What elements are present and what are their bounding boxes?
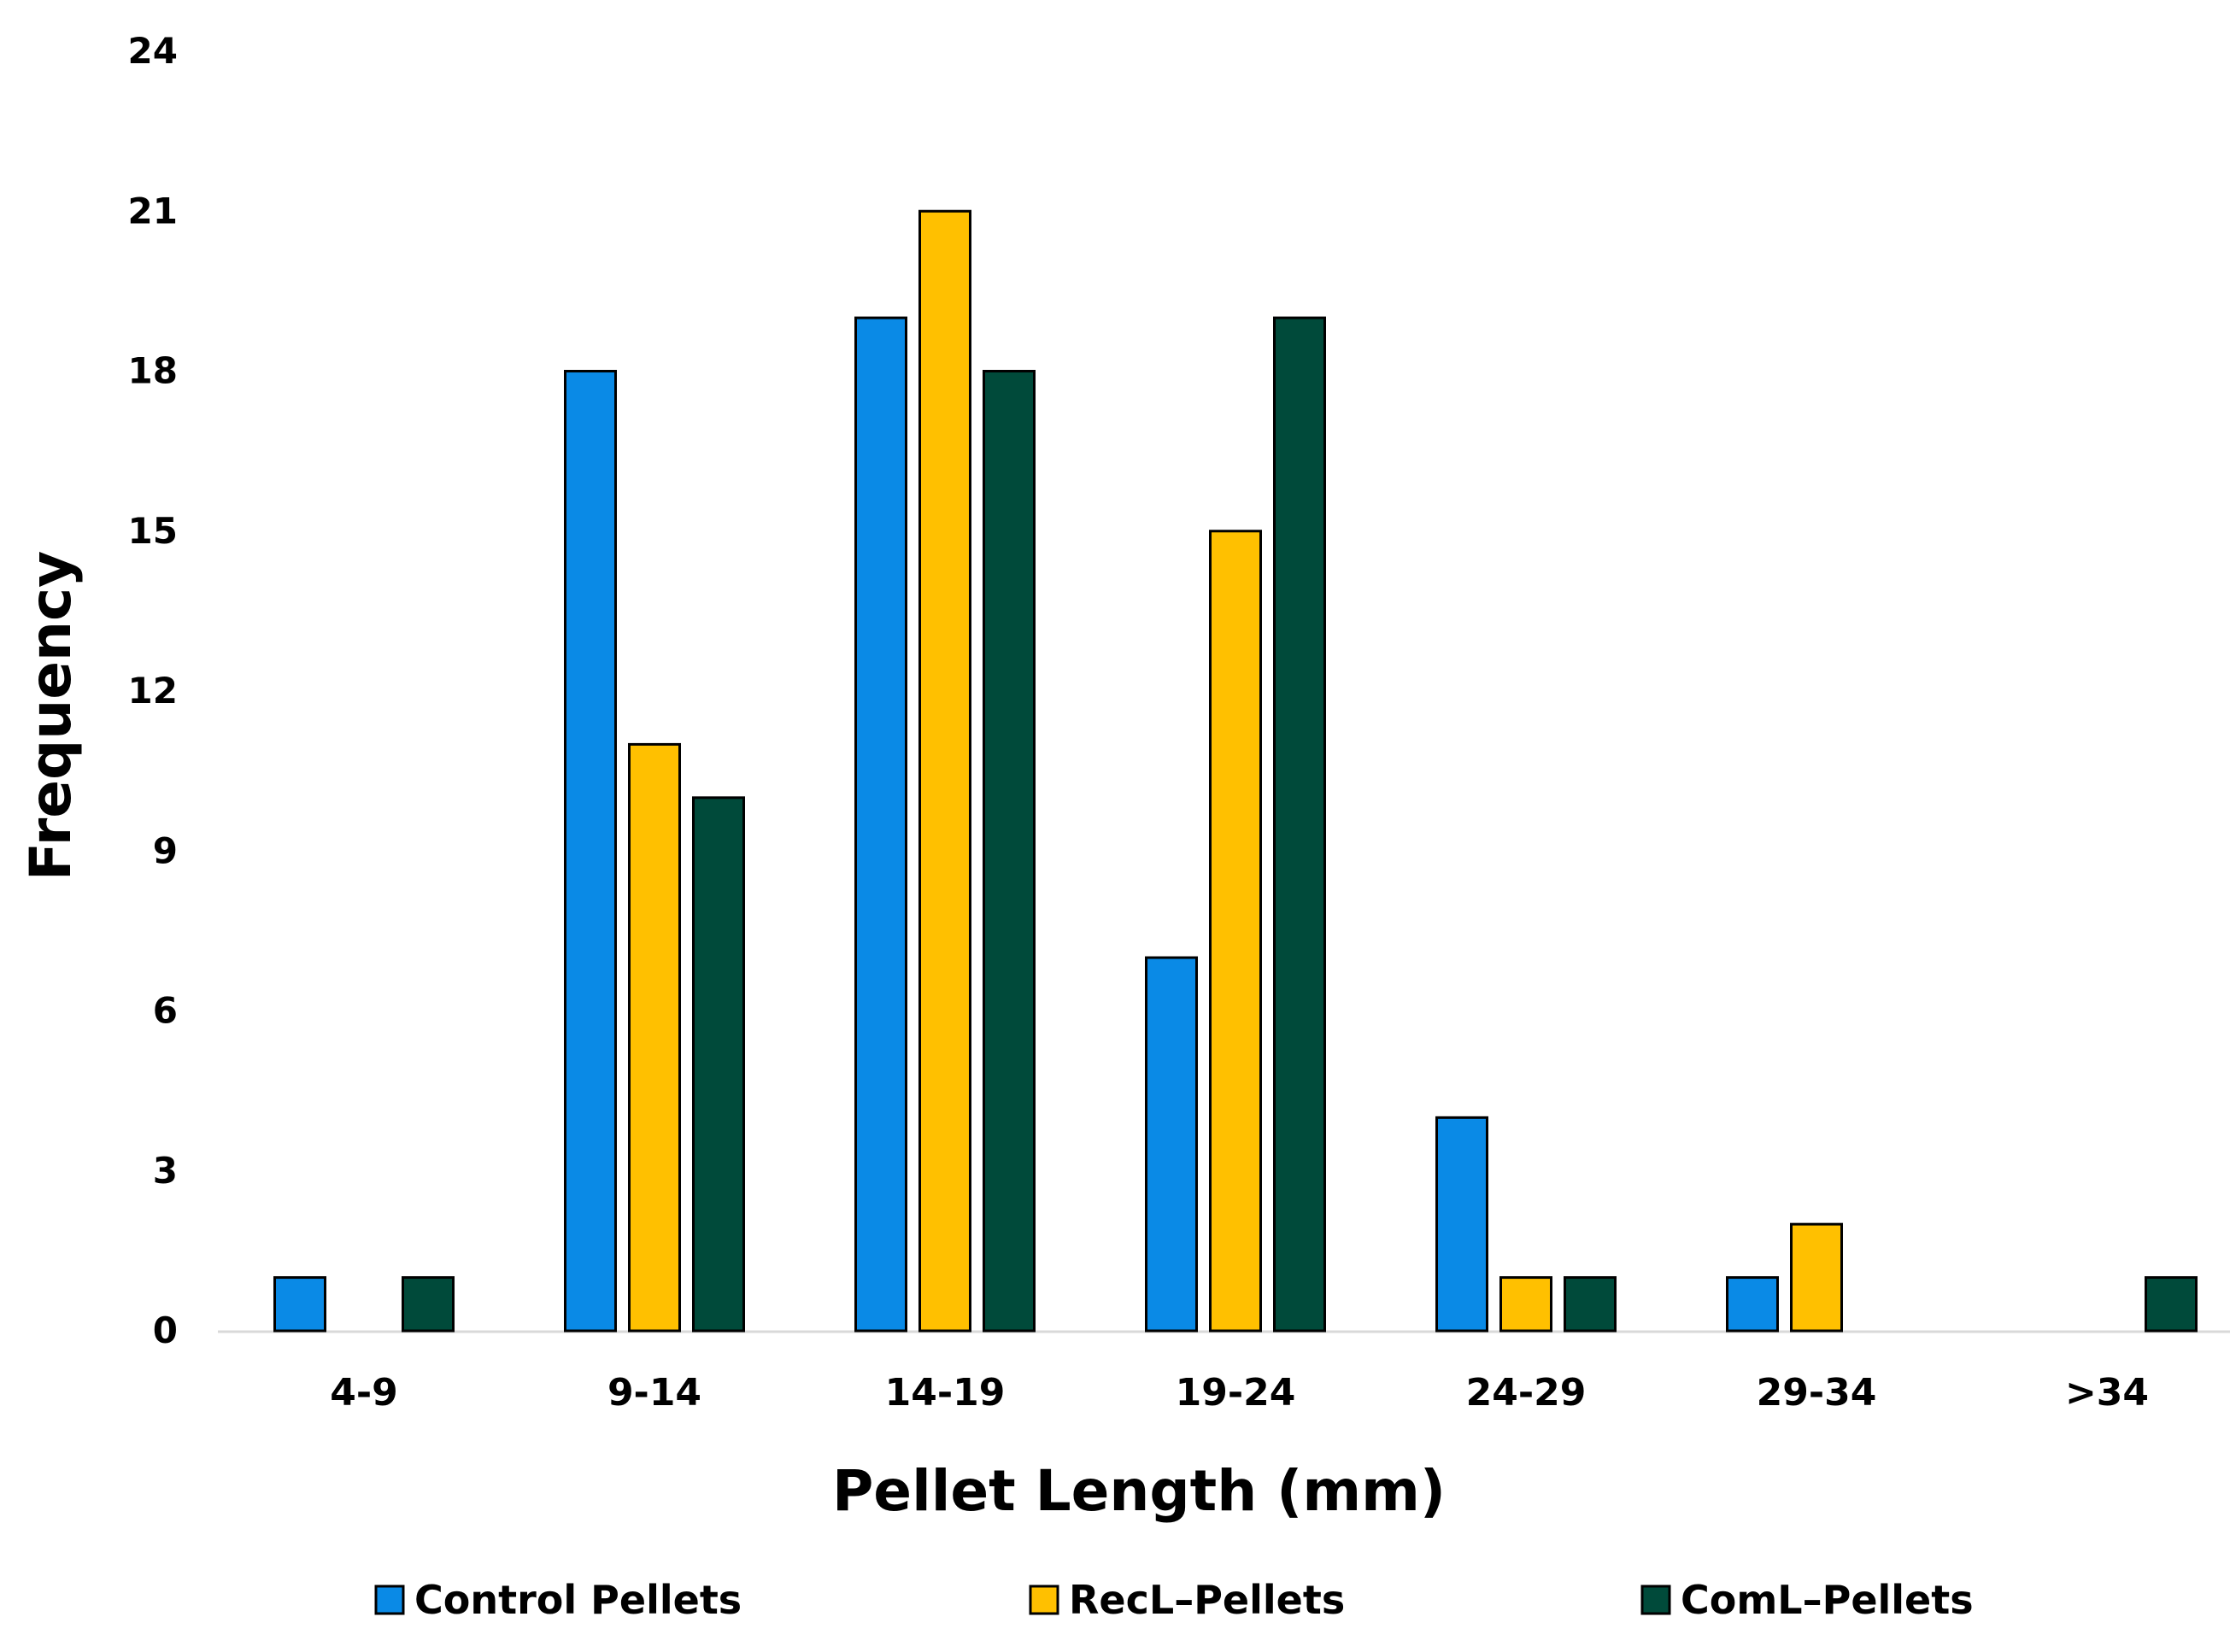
legend-swatch	[1640, 1585, 1671, 1615]
y-tick-label: 21	[128, 190, 178, 231]
bar	[983, 370, 1036, 1333]
x-tick-label: >34	[2065, 1371, 2149, 1415]
bars-group	[273, 209, 2198, 1333]
y-tick-label: 15	[128, 510, 178, 552]
x-tick-label: 19-24	[1176, 1371, 1296, 1415]
bar	[402, 1276, 455, 1333]
bar	[1273, 316, 1326, 1333]
x-axis-title: Pellet Length (mm)	[832, 1458, 1446, 1524]
y-tick-label: 12	[128, 670, 178, 712]
legend-swatch	[1029, 1585, 1059, 1615]
bar	[1726, 1276, 1779, 1333]
bar	[918, 209, 971, 1333]
y-tick-label: 9	[153, 829, 178, 871]
x-tick-label: 4-9	[330, 1371, 398, 1415]
y-tick-label: 0	[153, 1309, 178, 1351]
bar	[692, 796, 745, 1333]
y-tick-label: 18	[128, 350, 178, 392]
y-tick-label: 24	[128, 30, 178, 72]
y-tick-label: 3	[153, 1150, 178, 1192]
x-tick-label: 14-19	[885, 1371, 1006, 1415]
bar	[1209, 530, 1262, 1333]
x-tick-label: 9-14	[607, 1371, 701, 1415]
bar	[1790, 1222, 1843, 1333]
bar	[1499, 1276, 1552, 1333]
bar	[273, 1276, 326, 1333]
x-tick-label: 29-34	[1757, 1371, 1877, 1415]
bar	[854, 316, 907, 1333]
bar	[564, 370, 617, 1333]
legend-label: RecL–Pellets	[1069, 1577, 1345, 1623]
y-tick-label: 6	[153, 990, 178, 1032]
y-axis-ticks: 0 3 6 9 12 15 18 21 24	[128, 30, 178, 1351]
bar	[1564, 1276, 1617, 1333]
legend-swatch	[374, 1585, 405, 1615]
legend-label: Control Pellets	[414, 1577, 742, 1623]
bar	[1145, 956, 1198, 1333]
bar	[2145, 1276, 2198, 1333]
legend: Control Pellets RecL–Pellets ComL–Pellets	[374, 1577, 1974, 1623]
y-axis-title: Frequency	[18, 551, 84, 881]
bar	[1435, 1116, 1488, 1333]
legend-label: ComL–Pellets	[1681, 1577, 1974, 1623]
x-tick-label: 24-29	[1466, 1371, 1587, 1415]
x-axis-ticks: 4-9 9-14 14-19 19-24 24-29 29-34 >34	[330, 1371, 2149, 1415]
bar	[628, 742, 681, 1333]
